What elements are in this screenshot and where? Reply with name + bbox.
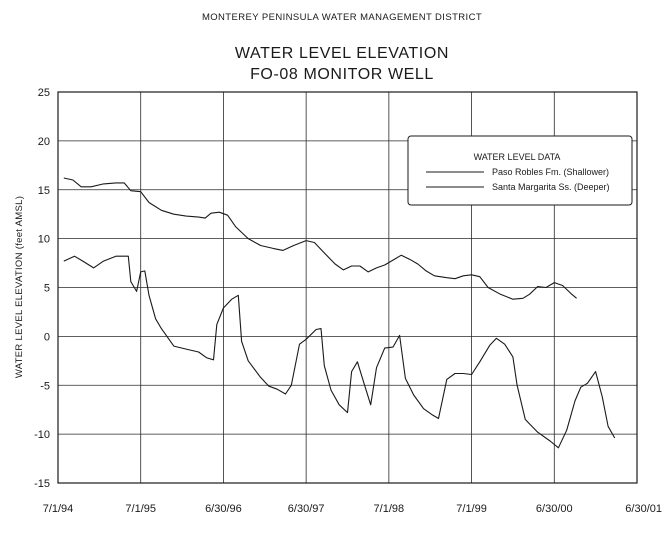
y-tick-label: 15	[38, 185, 50, 197]
x-tick-label: 6/30/01	[625, 503, 662, 515]
x-tick-label: 6/30/97	[288, 503, 325, 515]
y-tick-label: 0	[44, 331, 50, 343]
grid-layer	[57, 91, 638, 484]
legend-entry-shallow: Paso Robles Fm. (Shallower)	[492, 167, 609, 177]
x-tick-label: 6/30/96	[205, 503, 242, 515]
y-tick-label: 25	[38, 87, 50, 99]
y-tick-label: -15	[34, 478, 50, 490]
chart-title: WATER LEVEL ELEVATION	[235, 45, 449, 62]
legend-entry-deep: Santa Margarita Ss. (Deeper)	[492, 182, 610, 192]
y-tick-label: 5	[44, 283, 50, 295]
x-tick-labels: 7/1/94 7/1/95 6/30/96 6/30/97 7/1/98 7/1/99 6/…	[43, 503, 662, 515]
chart-subtitle: FO-08 MONITOR WELL	[250, 66, 434, 83]
y-tick-label: 10	[38, 234, 50, 246]
x-tick-label: 7/1/99	[456, 503, 487, 515]
legend-box	[407, 135, 633, 206]
y-tick-label: -10	[34, 429, 50, 441]
y-tick-labels: 25 20 15 10 5 0 -5 -10 -15	[34, 87, 50, 490]
x-tick-label: 7/1/98	[374, 503, 405, 515]
series-line-paso-robles	[63, 177, 577, 300]
agency-header: MONTEREY PENINSULA WATER MANAGEMENT DIST…	[202, 12, 482, 23]
y-tick-label: -5	[40, 380, 50, 392]
plot-frame	[57, 91, 638, 484]
x-tick-label: 7/1/95	[125, 503, 156, 515]
legend: WATER LEVEL DATA Paso Robles Fm. (Shallo…	[407, 135, 633, 206]
y-tick-label: 20	[38, 136, 50, 148]
legend-title: WATER LEVEL DATA	[474, 152, 561, 162]
y-axis-label: WATER LEVEL ELEVATION (feet AMSL)	[14, 196, 25, 378]
series-layer	[63, 177, 616, 449]
x-tick-label: 6/30/00	[536, 503, 573, 515]
series-line-santa-margarita	[63, 255, 616, 449]
x-tick-label: 7/1/94	[43, 503, 74, 515]
